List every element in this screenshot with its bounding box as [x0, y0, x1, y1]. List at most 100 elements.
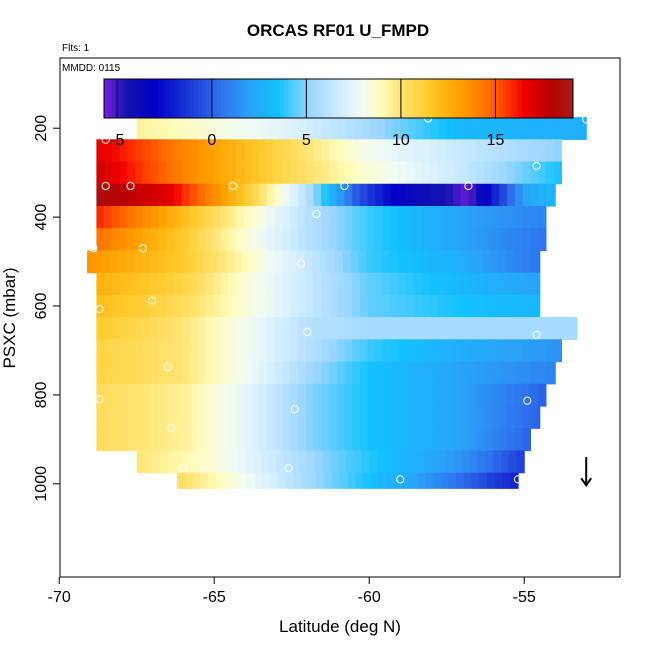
heatmap-cell	[367, 228, 376, 252]
heatmap-cell	[259, 272, 268, 296]
heatmap-cell	[204, 228, 214, 252]
heatmap-cell	[212, 339, 221, 363]
heatmap-cell	[507, 228, 516, 252]
heatmap-cell	[460, 183, 469, 207]
heatmap-cell	[313, 228, 322, 252]
heatmap-cell	[514, 272, 524, 296]
heatmap-cell	[483, 317, 493, 340]
heatmap-cell	[166, 139, 175, 163]
colorbar-swatch	[365, 79, 371, 118]
heatmap-cell	[336, 294, 345, 318]
heatmap-cell	[104, 294, 113, 318]
heatmap-cell	[530, 294, 539, 318]
heatmap-cell	[491, 339, 500, 363]
heatmap-cell	[445, 228, 454, 252]
heatmap-cell	[514, 361, 524, 385]
heatmap-cell	[553, 339, 562, 363]
heatmap-cell	[259, 161, 268, 185]
heatmap-cell	[336, 228, 345, 252]
heatmap-cell	[119, 272, 128, 296]
heatmap-cell	[483, 361, 493, 385]
heatmap-cell	[462, 117, 471, 140]
heatmap-cell	[220, 406, 229, 429]
heatmap-cell	[507, 161, 516, 185]
heatmap-cell	[514, 317, 524, 340]
heatmap-cell	[212, 406, 221, 429]
heatmap-cell	[104, 183, 113, 207]
heatmap-cell	[197, 228, 206, 252]
heatmap-cell	[246, 472, 256, 489]
heatmap-cell	[328, 317, 338, 340]
flight-point	[228, 181, 237, 191]
heatmap-cell	[460, 161, 469, 185]
heatmap-cell	[328, 183, 338, 207]
heatmap-cell	[135, 139, 144, 163]
heatmap-cell	[144, 450, 153, 474]
heatmap-cell	[313, 272, 322, 296]
heatmap-cell	[252, 117, 262, 140]
heatmap-cell	[538, 406, 541, 429]
colorbar-swatch	[451, 79, 457, 118]
heatmap-cell	[398, 161, 407, 185]
heatmap-cell	[499, 383, 508, 407]
heatmap-cell	[243, 161, 252, 185]
heatmap-cell	[297, 406, 307, 429]
heatmap-cell	[313, 406, 322, 429]
heatmap-cell	[321, 161, 330, 185]
heatmap-cell	[313, 428, 322, 452]
heatmap-cell	[367, 383, 376, 407]
colorbar-swatch	[150, 79, 156, 118]
heatmap-cell	[127, 272, 136, 296]
heatmap-cell	[524, 117, 533, 140]
heatmap-cell	[291, 450, 301, 474]
heatmap-cell	[214, 450, 223, 474]
heatmap-cell	[538, 294, 541, 318]
heatmap-cell	[414, 339, 423, 363]
heatmap-cell	[437, 205, 446, 229]
heatmap-cell	[514, 383, 524, 407]
colorbar-swatch	[361, 79, 367, 118]
heatmap-cell	[166, 228, 175, 252]
heatmap-cell	[522, 406, 531, 429]
heatmap-cell	[493, 450, 502, 474]
heatmap-cell	[319, 250, 328, 274]
heatmap-cell	[332, 472, 341, 489]
colorbar-swatch	[217, 79, 222, 118]
heatmap-cell	[507, 294, 516, 318]
heatmap-cell	[296, 250, 305, 274]
heatmap-cell	[398, 339, 407, 363]
colorbar-swatch	[221, 79, 226, 118]
heatmap-cell	[243, 428, 252, 452]
heatmap-cell	[383, 339, 392, 363]
heatmap-cell	[437, 428, 446, 452]
heatmap-cell	[375, 205, 384, 229]
heatmap-cell	[468, 228, 477, 252]
heatmap-cell	[570, 117, 580, 140]
flight-point	[89, 244, 98, 253]
colorbar-swatch	[498, 79, 504, 118]
heatmap-cell	[189, 406, 198, 429]
heatmap-cell	[251, 228, 260, 252]
heatmap-cell	[259, 183, 268, 207]
heatmap-cell	[428, 250, 437, 274]
heatmap-cell	[136, 117, 146, 140]
heatmap-cell	[390, 228, 400, 252]
colorbar-swatch	[139, 79, 144, 118]
heatmap-cell	[398, 139, 407, 163]
heatmap-cell	[383, 183, 392, 207]
colorbar-swatch	[201, 79, 207, 118]
heatmap-cell	[514, 228, 524, 252]
heatmap-cell	[538, 339, 547, 363]
heatmap-cell	[266, 205, 276, 229]
heatmap-cell	[476, 406, 485, 429]
heatmap-cell	[370, 472, 380, 489]
heatmap-cell	[522, 383, 531, 407]
heatmap-cell	[235, 339, 245, 363]
heatmap-cell	[251, 139, 260, 163]
heatmap-cell	[173, 406, 183, 429]
heatmap-cell	[274, 139, 283, 163]
heatmap-cell	[181, 272, 190, 296]
heatmap-cell	[431, 450, 440, 474]
heatmap-cell	[445, 205, 454, 229]
heatmap-cell	[406, 294, 415, 318]
